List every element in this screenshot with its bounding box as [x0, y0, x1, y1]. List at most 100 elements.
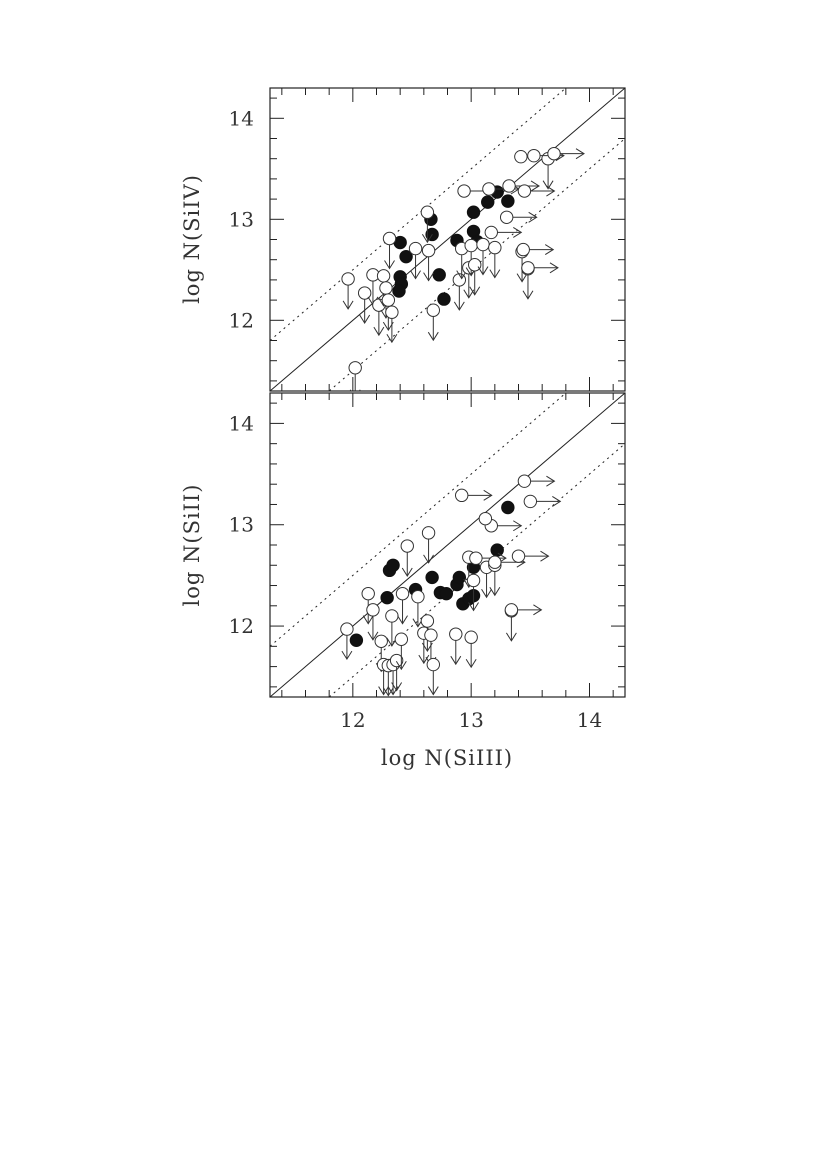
point-marker — [420, 205, 435, 219]
detection-point — [437, 292, 451, 306]
point-marker — [379, 281, 393, 295]
point-marker — [488, 555, 502, 569]
limit-arrowhead — [530, 180, 540, 192]
limit-arrowhead — [522, 290, 534, 300]
limit-arrowhead — [373, 326, 385, 337]
limit-point — [385, 305, 399, 344]
detection-point — [452, 570, 467, 585]
point-marker — [523, 494, 538, 509]
point-marker — [432, 268, 446, 282]
limit-point — [340, 622, 354, 661]
y-tick-label: 13 — [229, 513, 254, 537]
point-marker — [374, 634, 388, 648]
limit-point — [468, 258, 482, 296]
point-marker — [521, 261, 535, 275]
limit-point — [357, 286, 372, 324]
point-marker — [517, 474, 532, 488]
limit-arrowhead — [469, 286, 481, 296]
point-marker — [464, 238, 478, 253]
limit-arrowhead — [483, 489, 493, 501]
limit-point — [421, 526, 436, 564]
reference-lines — [270, 88, 625, 391]
limit-arrowhead — [477, 266, 489, 276]
limit-point — [517, 184, 556, 198]
detection-point — [490, 543, 504, 557]
limit-point — [504, 603, 543, 617]
limit-point — [516, 242, 555, 257]
limit-point — [521, 261, 559, 275]
x-tick-label: 13 — [458, 708, 483, 732]
limit-arrowhead — [463, 289, 475, 299]
detection-point — [432, 268, 446, 282]
limit-arrowhead — [450, 655, 462, 666]
limit-point — [502, 179, 540, 193]
limit-arrowhead — [453, 301, 465, 311]
limit-point — [389, 653, 404, 692]
point-marker — [484, 225, 498, 240]
reference-lines — [270, 393, 625, 697]
point-marker — [481, 195, 495, 209]
data-points — [341, 146, 585, 391]
point-marker — [490, 543, 504, 557]
point-marker — [421, 526, 436, 540]
ticks — [270, 393, 625, 697]
limit-point — [511, 549, 550, 563]
limit-arrowhead — [481, 589, 492, 599]
point-marker — [357, 286, 372, 300]
point-marker — [394, 632, 409, 646]
limit-point — [382, 231, 397, 270]
limit-arrowhead — [549, 262, 559, 274]
point-marker — [455, 488, 469, 503]
limit-arrowhead — [418, 654, 430, 665]
detection-point — [466, 205, 481, 219]
point-marker — [385, 609, 399, 623]
limit-arrowhead — [505, 632, 517, 642]
detection-point — [501, 500, 515, 515]
limit-point — [366, 603, 380, 641]
point-marker — [348, 361, 362, 375]
limit-arrowhead — [489, 269, 501, 279]
limit-arrowhead — [513, 227, 523, 238]
limit-point — [488, 240, 502, 279]
limit-arrowhead — [359, 314, 371, 324]
point-marker — [449, 627, 463, 641]
limit-point — [394, 632, 409, 671]
limit-point — [395, 586, 410, 625]
point-marker — [476, 237, 490, 252]
point-marker — [400, 539, 414, 553]
point-marker — [386, 558, 400, 572]
point-marker — [424, 628, 438, 642]
limit-point — [499, 210, 538, 224]
point-marker — [504, 603, 519, 617]
limit-arrowhead — [423, 554, 434, 564]
x-tick-label: 14 — [577, 708, 602, 732]
point-marker — [340, 622, 354, 636]
ylabel-bottom: log N(SiII) — [180, 484, 204, 607]
point-marker — [501, 500, 515, 515]
point-marker — [376, 269, 391, 283]
point-marker — [511, 549, 526, 563]
point-marker — [452, 570, 467, 585]
limit-arrowhead — [516, 273, 528, 283]
limit-point — [420, 205, 435, 244]
point-marker — [502, 179, 516, 193]
limit-point — [457, 184, 496, 198]
limit-arrowhead — [542, 180, 554, 190]
data-points — [340, 474, 562, 697]
limit-arrowhead — [401, 567, 413, 577]
point-marker — [466, 573, 481, 588]
limit-arrowhead — [367, 631, 379, 641]
limit-arrowhead — [423, 272, 434, 282]
limit-point — [478, 511, 493, 526]
point-marker — [341, 272, 355, 286]
detection-point — [380, 590, 394, 605]
limit-point — [411, 589, 425, 628]
point-marker — [464, 630, 478, 644]
point-marker — [547, 146, 561, 161]
limit-arrowhead — [468, 602, 479, 612]
point-marker — [478, 511, 493, 526]
limit-arrowhead — [427, 331, 439, 342]
limit-arrowhead — [575, 148, 585, 160]
point-marker — [349, 633, 364, 647]
